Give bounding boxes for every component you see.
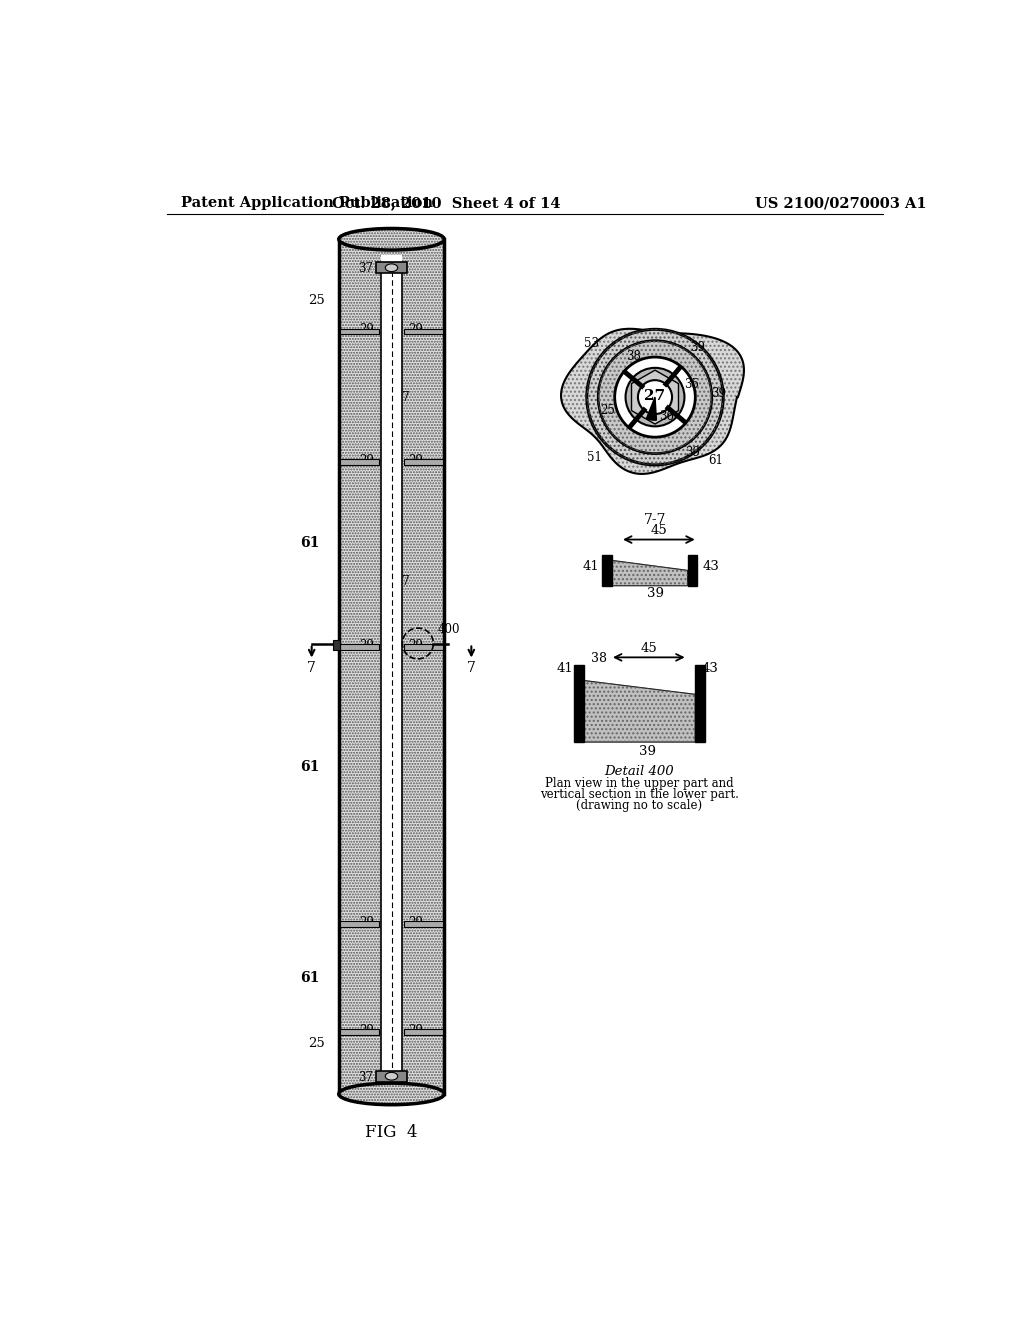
Text: 39: 39 bbox=[690, 341, 706, 354]
Text: 61: 61 bbox=[300, 536, 319, 550]
Text: 7: 7 bbox=[467, 661, 476, 675]
Bar bbox=[403, 644, 442, 649]
Polygon shape bbox=[646, 397, 656, 420]
Bar bbox=[340, 921, 379, 927]
Text: 29: 29 bbox=[409, 916, 424, 929]
Text: 41: 41 bbox=[583, 560, 599, 573]
Bar bbox=[340, 329, 379, 334]
Bar bbox=[687, 554, 697, 586]
Text: 29: 29 bbox=[359, 1023, 375, 1036]
Text: 35: 35 bbox=[684, 379, 699, 391]
Text: 51: 51 bbox=[587, 450, 602, 463]
Text: 7: 7 bbox=[307, 661, 316, 675]
Bar bbox=[574, 665, 584, 742]
Bar bbox=[602, 554, 611, 586]
Circle shape bbox=[614, 358, 695, 437]
Circle shape bbox=[598, 341, 712, 453]
Bar bbox=[403, 1030, 442, 1035]
Text: 27: 27 bbox=[644, 388, 666, 403]
Bar bbox=[695, 665, 705, 742]
Text: Plan view in the upper part and: Plan view in the upper part and bbox=[545, 777, 734, 791]
Bar bbox=[403, 329, 442, 334]
Text: 36: 36 bbox=[659, 409, 674, 422]
Bar bbox=[340, 459, 379, 465]
Bar bbox=[376, 263, 407, 273]
Text: US 2100/0270003 A1: US 2100/0270003 A1 bbox=[755, 197, 927, 210]
Text: 61: 61 bbox=[300, 972, 319, 986]
Text: 27: 27 bbox=[394, 391, 410, 404]
Text: 29: 29 bbox=[359, 916, 375, 929]
Text: 39: 39 bbox=[685, 446, 699, 459]
Polygon shape bbox=[611, 561, 687, 586]
Bar bbox=[376, 1071, 407, 1081]
Text: 25: 25 bbox=[308, 1038, 325, 1051]
Text: Patent Application Publication: Patent Application Publication bbox=[180, 197, 433, 210]
Text: vertical section in the lower part.: vertical section in the lower part. bbox=[540, 788, 739, 801]
Text: 45: 45 bbox=[650, 524, 668, 537]
Text: 43: 43 bbox=[703, 560, 720, 573]
Bar bbox=[381, 255, 402, 1078]
Text: 7-7: 7-7 bbox=[644, 513, 667, 527]
Text: 39: 39 bbox=[639, 744, 655, 758]
Text: 29: 29 bbox=[409, 1023, 424, 1036]
Ellipse shape bbox=[339, 228, 444, 249]
Text: 37: 37 bbox=[358, 1071, 373, 1084]
Text: 38: 38 bbox=[592, 652, 607, 665]
Text: 53: 53 bbox=[584, 337, 599, 350]
Text: 61: 61 bbox=[708, 454, 723, 467]
Text: 38: 38 bbox=[626, 350, 641, 363]
Bar bbox=[340, 1030, 379, 1035]
Text: 45: 45 bbox=[640, 642, 657, 655]
Text: 39: 39 bbox=[646, 587, 664, 601]
Bar bbox=[333, 640, 340, 649]
Circle shape bbox=[587, 330, 723, 465]
Text: 25: 25 bbox=[308, 294, 325, 308]
Text: 41: 41 bbox=[557, 663, 573, 676]
Ellipse shape bbox=[385, 1072, 397, 1080]
Circle shape bbox=[598, 341, 712, 453]
Bar bbox=[403, 921, 442, 927]
Text: FIG  4: FIG 4 bbox=[366, 1123, 418, 1140]
Text: 29: 29 bbox=[359, 454, 375, 467]
Circle shape bbox=[638, 380, 672, 414]
Text: 29: 29 bbox=[409, 639, 424, 652]
Text: 29: 29 bbox=[359, 323, 375, 335]
Text: Detail 400: Detail 400 bbox=[605, 764, 675, 777]
Text: 400: 400 bbox=[437, 623, 460, 636]
Text: (drawing no to scale): (drawing no to scale) bbox=[577, 799, 702, 812]
Text: 29: 29 bbox=[359, 639, 375, 652]
Text: Oct. 28, 2010  Sheet 4 of 14: Oct. 28, 2010 Sheet 4 of 14 bbox=[332, 197, 560, 210]
Text: 43: 43 bbox=[701, 663, 719, 676]
Text: 37: 37 bbox=[358, 261, 373, 275]
Bar bbox=[340, 644, 379, 649]
Bar bbox=[339, 239, 444, 1094]
Polygon shape bbox=[561, 329, 744, 474]
Circle shape bbox=[626, 368, 684, 426]
Text: 27: 27 bbox=[394, 576, 410, 589]
Bar bbox=[339, 239, 444, 1094]
Text: 29: 29 bbox=[409, 454, 424, 467]
Bar bbox=[403, 459, 442, 465]
Text: 29: 29 bbox=[409, 323, 424, 335]
Ellipse shape bbox=[339, 1084, 444, 1105]
Ellipse shape bbox=[385, 264, 397, 272]
Text: 25: 25 bbox=[600, 404, 614, 417]
Text: 61: 61 bbox=[300, 760, 319, 774]
Polygon shape bbox=[584, 681, 695, 742]
Text: 39: 39 bbox=[711, 387, 726, 400]
Polygon shape bbox=[632, 370, 679, 424]
